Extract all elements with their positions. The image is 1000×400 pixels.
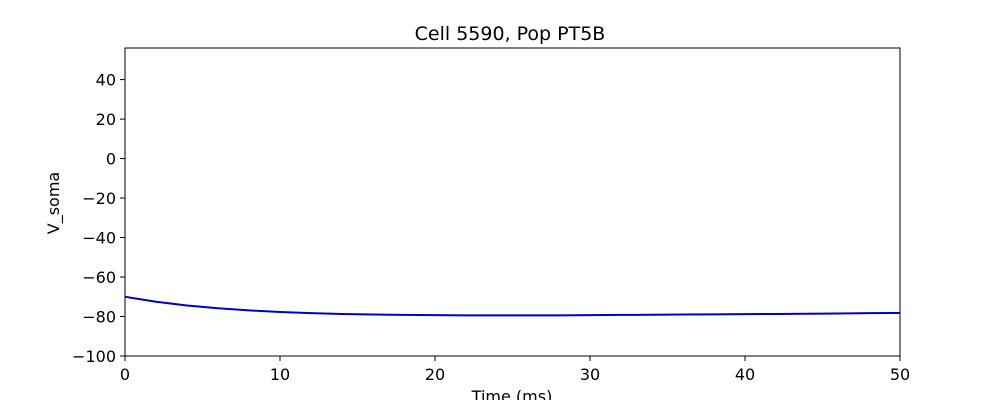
x-tick-label: 10 (270, 365, 290, 384)
x-tick-label: 20 (425, 365, 445, 384)
x-tick-label: 40 (735, 365, 755, 384)
y-axis-label: V_soma (44, 172, 64, 234)
y-tick-label: −40 (82, 229, 116, 248)
x-tick-label: 30 (580, 365, 600, 384)
plot-area (125, 295, 900, 317)
y-tick-label: 40 (96, 71, 116, 90)
x-tick-label: 50 (890, 365, 910, 384)
y-tick-label: 0 (106, 150, 116, 169)
x-axis-label: Time (ms) (471, 387, 553, 400)
plot-frame (124, 47, 901, 357)
y-tick-label: −60 (82, 268, 116, 287)
y-tick-label: −100 (72, 347, 116, 366)
x-tick-label: 0 (120, 365, 130, 384)
series-line (125, 295, 900, 317)
y-tick-label: −20 (82, 189, 116, 208)
y-axis-ticks: −100 −80 −60 −40 −20 0 20 40 (72, 71, 125, 366)
y-tick-label: 20 (96, 110, 116, 129)
series-group (125, 295, 900, 317)
x-axis-ticks: 0 10 20 30 40 50 (120, 356, 910, 384)
y-tick-label: −80 (82, 308, 116, 327)
chart-title: Cell 5590, Pop PT5B (415, 23, 606, 45)
